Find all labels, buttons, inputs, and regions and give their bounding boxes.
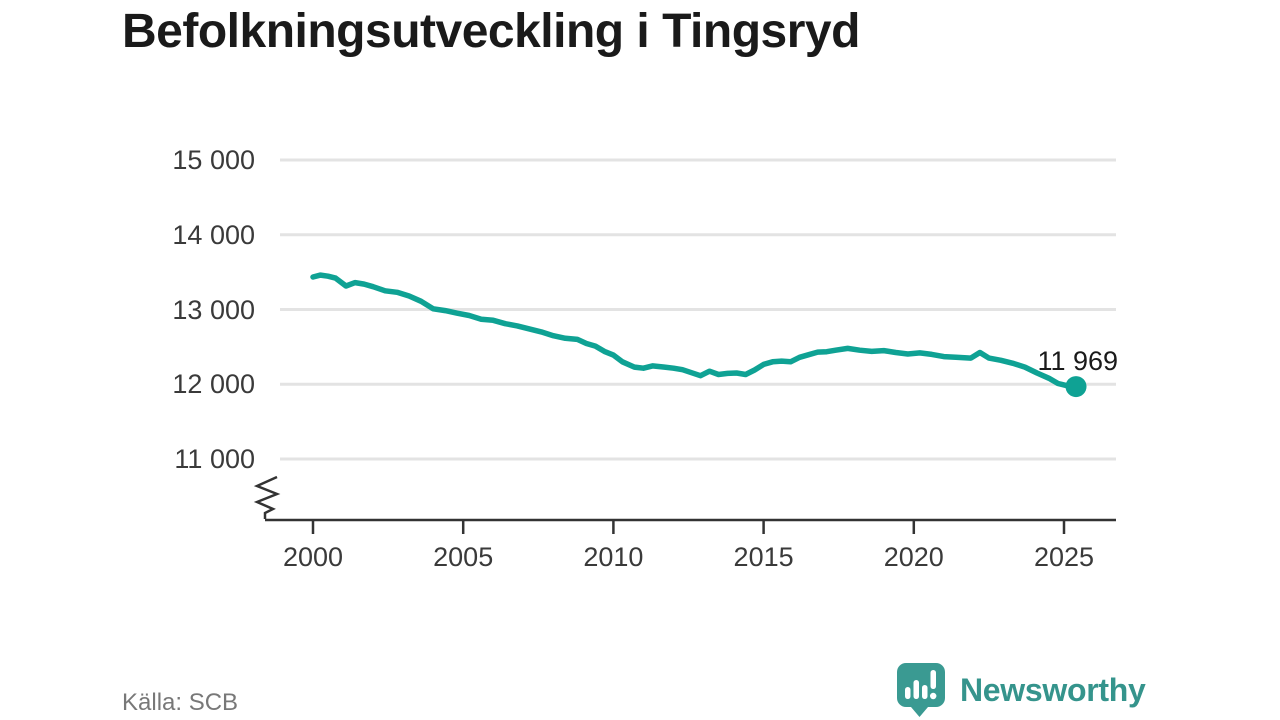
end-value-label: 11 969 — [1037, 345, 1119, 376]
x-tick-label: 2025 — [1033, 542, 1095, 572]
brand-footer: Newsworthy — [896, 662, 1146, 718]
x-tick-label: 2010 — [583, 542, 644, 572]
x-tick-label: 2020 — [883, 542, 944, 572]
x-tick-label: 2015 — [733, 542, 794, 572]
y-tick-label: 14 000 — [172, 219, 255, 250]
series-end-dot — [1065, 376, 1087, 398]
brand-name: Newsworthy — [960, 672, 1146, 708]
chart-title: Befolkningsutveckling i Tingsryd — [122, 5, 860, 58]
newsworthy-logo-icon — [897, 663, 945, 717]
source-attribution: Källa: SCB — [122, 689, 239, 716]
y-axis-break-icon — [253, 475, 281, 519]
population-series-line — [310, 272, 1079, 390]
y-tick-label: 13 000 — [172, 294, 255, 325]
y-tick-label: 11 000 — [174, 444, 255, 474]
y-tick-label: 12 000 — [172, 369, 255, 400]
x-tick-label: 2000 — [282, 542, 344, 572]
y-tick-label: 15 000 — [172, 145, 255, 175]
x-tick-label: 2005 — [433, 542, 494, 572]
